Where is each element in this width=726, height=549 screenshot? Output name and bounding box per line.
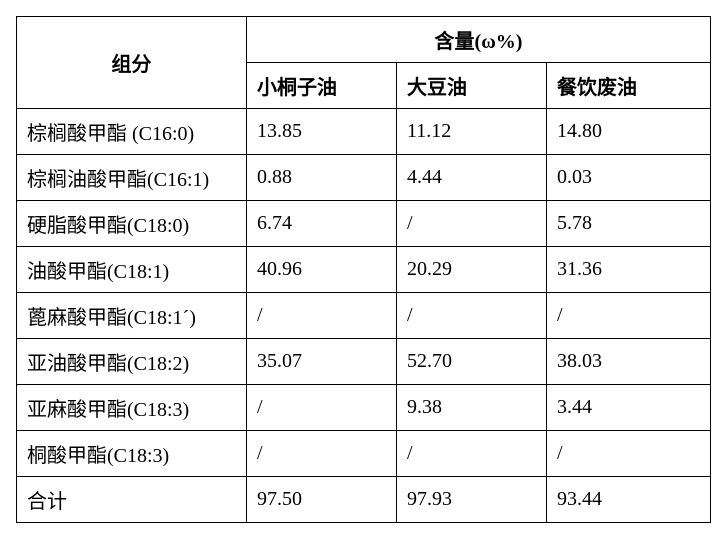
row-name: 棕榈酸甲酯 (C16:0) xyxy=(17,109,247,155)
row-value: 93.44 xyxy=(547,477,711,523)
row-name: 桐酸甲酯(C18:3) xyxy=(17,431,247,477)
header-sub-1: 大豆油 xyxy=(397,63,547,109)
row-value: 20.29 xyxy=(397,247,547,293)
row-value: 35.07 xyxy=(247,339,397,385)
row-value: / xyxy=(247,431,397,477)
row-name: 棕榈油酸甲酯(C16:1) xyxy=(17,155,247,201)
row-value: / xyxy=(547,431,711,477)
row-value: / xyxy=(397,293,547,339)
row-value: 0.88 xyxy=(247,155,397,201)
row-value: 40.96 xyxy=(247,247,397,293)
header-sub-0: 小桐子油 xyxy=(247,63,397,109)
table-row: 合计97.5097.9393.44 xyxy=(17,477,711,523)
table-row: 棕榈酸甲酯 (C16:0)13.8511.1214.80 xyxy=(17,109,711,155)
row-name: 合计 xyxy=(17,477,247,523)
table-row: 油酸甲酯(C18:1)40.9620.2931.36 xyxy=(17,247,711,293)
row-value: 0.03 xyxy=(547,155,711,201)
row-value: 9.38 xyxy=(397,385,547,431)
header-sub-2: 餐饮废油 xyxy=(547,63,711,109)
row-name: 硬脂酸甲酯(C18:0) xyxy=(17,201,247,247)
table-row: 蓖麻酸甲酯(C18:1´)/// xyxy=(17,293,711,339)
row-value: 11.12 xyxy=(397,109,547,155)
row-value: 52.70 xyxy=(397,339,547,385)
table-body: 棕榈酸甲酯 (C16:0)13.8511.1214.80棕榈油酸甲酯(C16:1… xyxy=(17,109,711,523)
row-name: 蓖麻酸甲酯(C18:1´) xyxy=(17,293,247,339)
row-name: 油酸甲酯(C18:1) xyxy=(17,247,247,293)
table-row: 亚油酸甲酯(C18:2)35.0752.7038.03 xyxy=(17,339,711,385)
row-value: 38.03 xyxy=(547,339,711,385)
row-name: 亚油酸甲酯(C18:2) xyxy=(17,339,247,385)
row-name: 亚麻酸甲酯(C18:3) xyxy=(17,385,247,431)
row-value: / xyxy=(247,385,397,431)
table-row: 桐酸甲酯(C18:3)/// xyxy=(17,431,711,477)
header-component: 组分 xyxy=(17,17,247,109)
header-content: 含量(ω%) xyxy=(247,17,711,63)
row-value: / xyxy=(547,293,711,339)
table-row: 棕榈油酸甲酯(C16:1)0.884.440.03 xyxy=(17,155,711,201)
row-value: 3.44 xyxy=(547,385,711,431)
table-row: 硬脂酸甲酯(C18:0)6.74/5.78 xyxy=(17,201,711,247)
row-value: 14.80 xyxy=(547,109,711,155)
row-value: 4.44 xyxy=(397,155,547,201)
row-value: / xyxy=(247,293,397,339)
composition-table: 组分 含量(ω%) 小桐子油 大豆油 餐饮废油 棕榈酸甲酯 (C16:0)13.… xyxy=(16,16,711,523)
row-value: 97.50 xyxy=(247,477,397,523)
row-value: 6.74 xyxy=(247,201,397,247)
row-value: 5.78 xyxy=(547,201,711,247)
table-row: 亚麻酸甲酯(C18:3)/9.383.44 xyxy=(17,385,711,431)
row-value: / xyxy=(397,431,547,477)
row-value: 31.36 xyxy=(547,247,711,293)
row-value: 97.93 xyxy=(397,477,547,523)
row-value: 13.85 xyxy=(247,109,397,155)
row-value: / xyxy=(397,201,547,247)
